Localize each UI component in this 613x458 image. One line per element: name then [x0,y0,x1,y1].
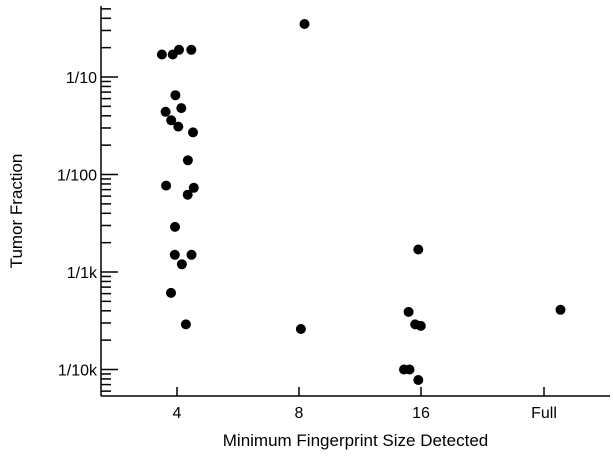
data-point [161,180,172,191]
y-ticks: 1/10 1/100 1/1k 1/10k [57,8,118,392]
y-tick-label: 1/1k [67,265,98,282]
data-point [160,106,171,117]
data-point [182,189,193,200]
data-point [176,259,187,270]
y-tick-label: 1/100 [57,168,97,185]
data-point [188,127,198,138]
data-point [176,103,187,114]
data-point [156,49,167,60]
x-tick-label: Full [531,405,557,422]
x-tick-label: 16 [412,405,430,422]
data-point [186,44,197,55]
data-point [413,244,424,255]
data-point [170,90,181,101]
x-axis-label: Minimum Fingerprint Size Detected [223,431,488,450]
y-tick-label: 1/10k [58,363,98,380]
data-point [180,319,191,330]
data-point [295,324,306,334]
data-point [173,121,184,132]
data-point [404,364,415,375]
data-point [169,249,180,260]
y-tick-label: 1/10 [66,70,97,87]
data-point [167,49,178,60]
y-axis-label: Tumor Fraction [7,154,26,269]
data-point [170,221,180,232]
data-point [186,249,197,260]
x-ticks: 4 8 16 Full [173,387,557,422]
data-point [188,182,199,193]
x-tick-label: 8 [295,405,304,422]
axes [100,6,610,397]
data-point [415,320,426,331]
data-point [182,155,193,166]
data-point [403,306,414,317]
data-point [299,19,310,29]
data-point [555,304,566,315]
data-point [166,287,176,298]
data-points [156,19,566,385]
data-point [166,115,177,126]
data-point [413,375,424,385]
x-tick-label: 4 [173,405,182,422]
